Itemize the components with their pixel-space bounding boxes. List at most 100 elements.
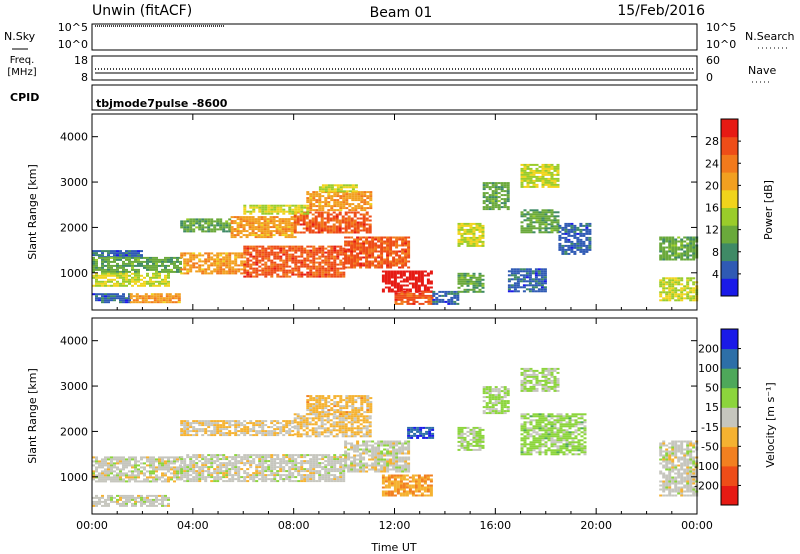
heatmap-cell [680, 289, 684, 292]
heatmap-cell [393, 282, 397, 285]
heatmap-cell [140, 278, 143, 281]
heatmap-cell [356, 446, 360, 449]
heatmap-cell [204, 458, 208, 461]
heatmap-cell [570, 250, 574, 253]
heatmap-cell [183, 220, 187, 223]
heatmap-cell [582, 250, 586, 253]
heatmap-cell [269, 218, 273, 221]
heatmap-cell [692, 283, 696, 286]
heatmap-cell [386, 462, 390, 465]
heatmap-cell [216, 260, 220, 263]
heatmap-cell [183, 458, 187, 461]
heatmap-cell [198, 218, 202, 221]
heatmap-cell [516, 284, 520, 287]
heatmap-cell [318, 197, 322, 200]
heatmap-cell [588, 230, 592, 233]
heatmap-cell [210, 456, 214, 459]
heatmap-cell [420, 280, 424, 283]
heatmap-cell [582, 252, 586, 255]
heatmap-cell [167, 464, 170, 467]
heatmap-cell [330, 458, 334, 461]
heatmap-cell [438, 294, 442, 297]
heatmap-cell [332, 227, 336, 230]
heatmap-cell [261, 456, 265, 459]
heatmap-cell [362, 252, 366, 255]
heatmap-cell [395, 242, 399, 245]
heatmap-cell [119, 498, 122, 501]
heatmap-cell [344, 240, 348, 243]
heatmap-cell [180, 470, 184, 473]
heatmap-cell [309, 253, 313, 256]
heatmap-cell [213, 422, 217, 425]
heatmap-cell [107, 502, 110, 505]
heatmap-cell [125, 252, 128, 255]
heatmap-cell [362, 448, 366, 451]
heatmap-cell [368, 229, 372, 232]
heatmap-cell [544, 173, 548, 176]
heatmap-cell [362, 442, 366, 445]
heatmap-cell [116, 456, 119, 459]
heatmap-cell [116, 458, 119, 461]
heatmap-cell [291, 255, 295, 258]
heatmap-cell [356, 256, 360, 259]
heatmap-cell [407, 464, 411, 467]
heatmap-cell [357, 199, 361, 202]
heatmap-cell [488, 208, 492, 211]
heatmap-cell [347, 266, 351, 269]
heatmap-cell [525, 284, 529, 287]
heatmap-cell [107, 496, 110, 499]
heatmap-cell [491, 184, 495, 187]
heatmap-cell [318, 193, 322, 196]
heatmap-cell [529, 217, 533, 220]
heatmap-cell [219, 252, 223, 255]
heatmap-cell [395, 252, 399, 255]
heatmap-cell [366, 195, 370, 198]
heatmap-cell [674, 252, 678, 255]
heatmap-cell [374, 450, 378, 453]
heatmap-cell [318, 209, 322, 212]
heatmap-cell [347, 470, 351, 473]
heatmap-cell [368, 260, 372, 263]
heatmap-cell [170, 456, 173, 459]
heatmap-cell [149, 494, 152, 497]
heatmap-cell [161, 462, 164, 465]
heatmap-cell [339, 275, 343, 278]
heatmap-cell [344, 248, 348, 251]
heatmap-cell [383, 240, 387, 243]
heatmap-cell [360, 205, 364, 208]
heatmap-cell [219, 430, 223, 433]
heatmap-cell [219, 260, 223, 263]
heatmap-cell [356, 440, 360, 443]
heatmap-cell [213, 230, 217, 233]
heatmap-cell [472, 234, 476, 237]
heatmap-cell [412, 294, 416, 297]
heatmap-cell [282, 470, 286, 473]
heatmap-cell [393, 286, 397, 289]
heatmap-cell [219, 432, 223, 435]
heatmap-cell [272, 222, 276, 225]
heatmap-cell [107, 270, 110, 273]
heatmap-cell [478, 236, 482, 239]
heatmap-cell [183, 474, 187, 477]
heatmap-cell [380, 256, 384, 259]
heatmap-cell [544, 229, 548, 232]
heatmap-cell [180, 478, 184, 481]
heatmap-cell [180, 472, 184, 475]
heatmap-cell [415, 296, 419, 299]
heatmap-cell [279, 208, 283, 211]
heatmap-cell [333, 456, 337, 459]
heatmap-cell [300, 460, 304, 463]
heatmap-cell [225, 254, 229, 257]
heatmap-cell [570, 240, 574, 243]
heatmap-cell [276, 480, 280, 483]
heatmap-cell [186, 268, 190, 271]
heatmap-cell [291, 247, 295, 250]
heatmap-cell [255, 204, 259, 207]
heatmap-cell [282, 251, 286, 254]
heatmap-cell [327, 468, 331, 471]
heatmap-cell [236, 224, 240, 227]
heatmap-cell [125, 256, 128, 259]
heatmap-cell [513, 268, 517, 271]
heatmap-cell [258, 466, 262, 469]
heatmap-cell [674, 299, 678, 302]
